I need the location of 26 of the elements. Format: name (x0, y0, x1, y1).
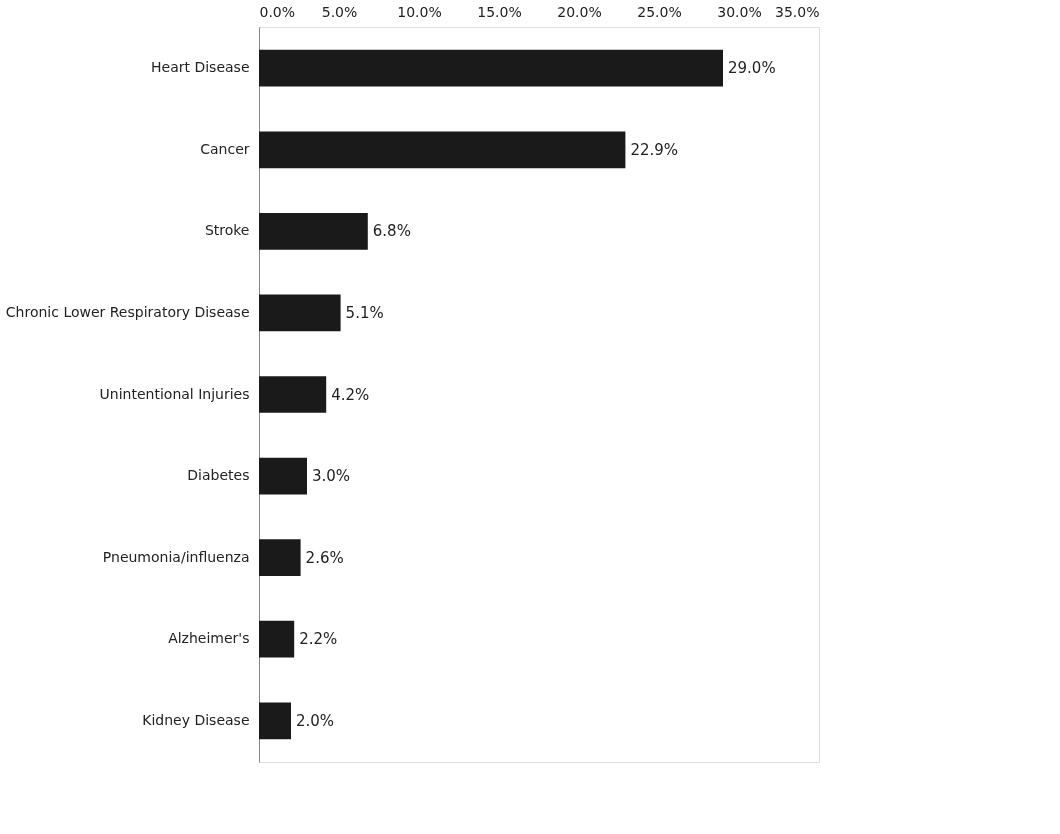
x-tick-label: 5.0% (321, 3, 358, 20)
x-tick-label: 35.0% (775, 3, 820, 20)
x-tick-label: 10.0% (397, 3, 442, 20)
x-tick-label: 20.0% (557, 3, 602, 20)
data-label: 3.0% (312, 467, 351, 486)
data-label: 2.2% (299, 630, 338, 649)
y-tick-label: Kidney Disease (142, 711, 250, 728)
data-label: 2.6% (305, 548, 344, 567)
y-tick-label: Pneumonia/influenza (102, 548, 250, 565)
data-label: 6.8% (372, 222, 411, 241)
y-tick-label: Heart Disease (151, 59, 250, 76)
y-tick-label: Unintentional Injuries (99, 385, 250, 402)
x-tick-label: 30.0% (717, 3, 762, 20)
data-label: 4.2% (331, 385, 370, 404)
data-label: 2.0% (296, 711, 335, 730)
data-label: 22.9% (630, 140, 679, 159)
y-tick-label: Stroke (204, 222, 250, 239)
data-label: 29.0% (728, 59, 776, 78)
y-tick-label: Alzheimer's (168, 630, 250, 647)
x-tick-label: 25.0% (637, 3, 682, 20)
y-tick-label: Diabetes (187, 467, 250, 484)
y-tick-label: Cancer (200, 140, 250, 157)
x-tick-label: 0.0% (259, 3, 296, 20)
data-label: 5.1% (345, 303, 384, 322)
x-tick-label: 15.0% (477, 3, 522, 20)
y-tick-label: Chronic Lower Respiratory Disease (5, 303, 250, 320)
